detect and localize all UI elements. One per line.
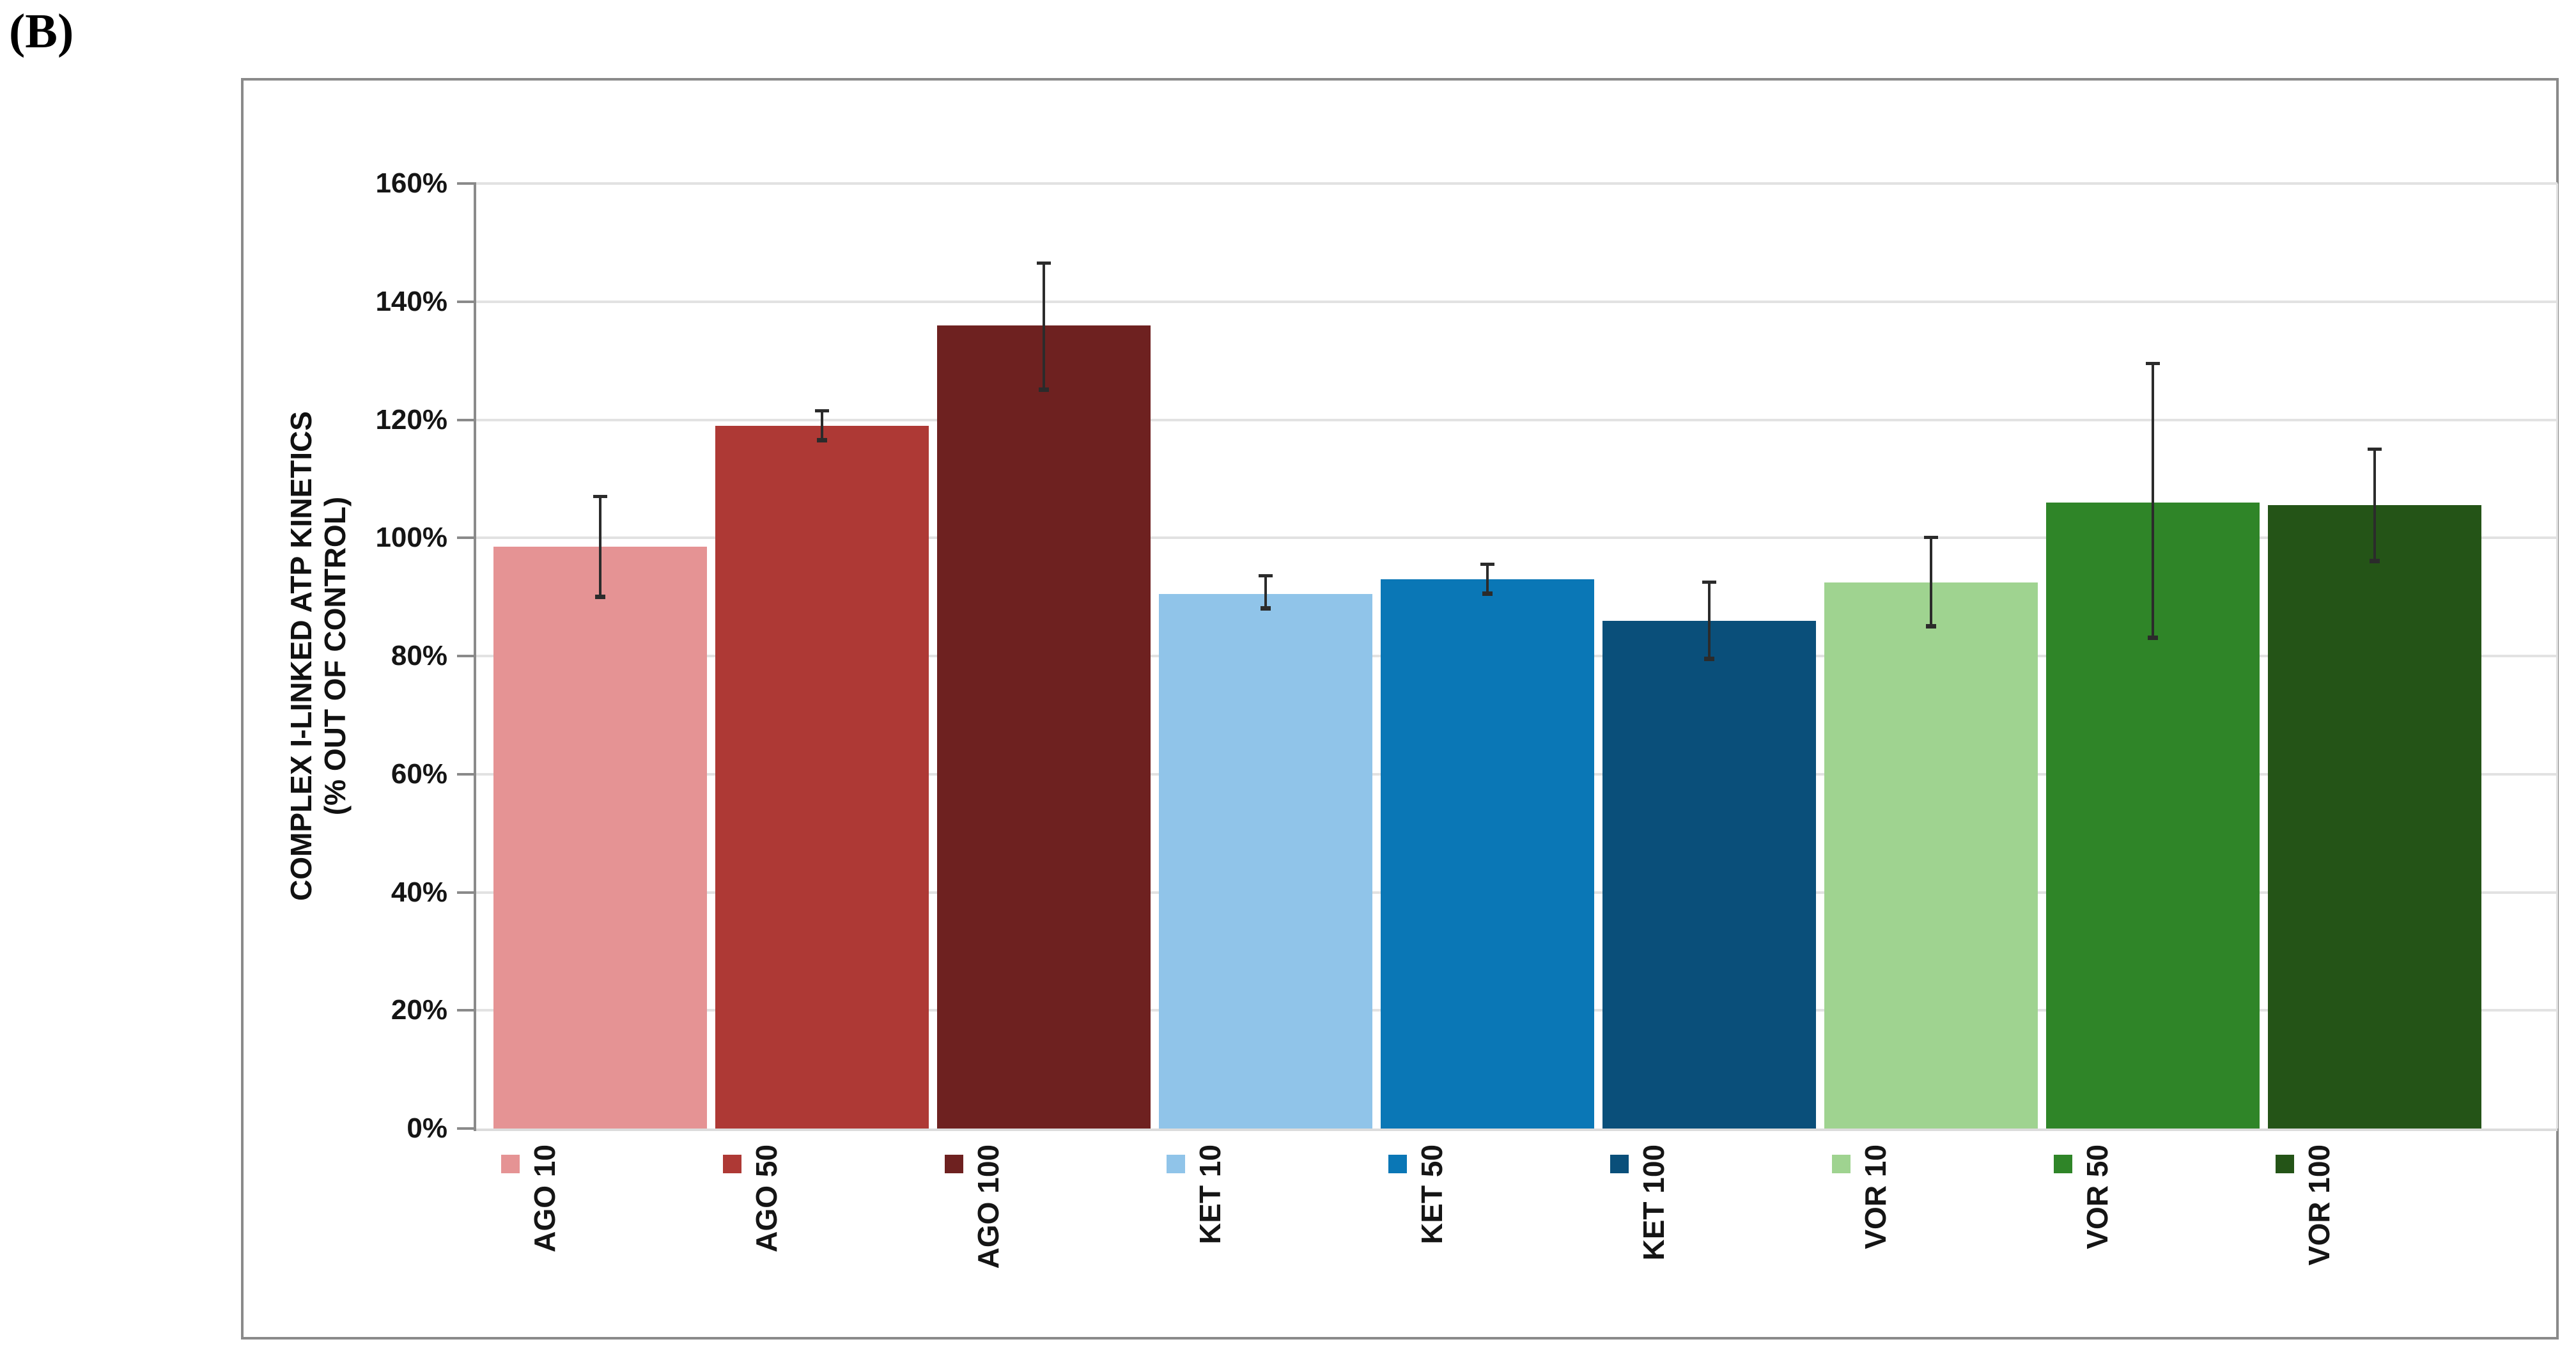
bar-ket-50 — [1381, 579, 1594, 1129]
y-axis-title: COMPLEX I-LINKED ATP KINETICS (% OUT OF … — [284, 184, 361, 1129]
error-cap-top-vor-100 — [2368, 447, 2382, 451]
x-label-ago-100: AGO 100 — [972, 1144, 1005, 1269]
error-bar-ket-10 — [1264, 576, 1267, 609]
error-cap-bottom-ago-50 — [817, 437, 827, 442]
y-tick-label-20: 20% — [391, 994, 447, 1026]
x-label-vor-10: VOR 10 — [1859, 1144, 1892, 1249]
y-tick-120 — [457, 418, 476, 421]
y-tick-label-160: 160% — [375, 168, 447, 199]
y-tick-label-100: 100% — [375, 522, 447, 554]
x-label-ago-50: AGO 50 — [750, 1144, 783, 1253]
error-bar-ket-50 — [1486, 564, 1489, 594]
error-cap-bottom-ket-10 — [1261, 606, 1271, 611]
legend-key-ket-100 — [1610, 1155, 1629, 1173]
error-cap-top-vor-50 — [2146, 361, 2160, 365]
x-axis-line — [476, 1129, 2557, 1131]
error-bar-ago-100 — [1043, 263, 1045, 391]
gridline-160 — [476, 182, 2557, 185]
y-tick-80 — [457, 655, 476, 657]
y-tick-60 — [457, 772, 476, 776]
error-cap-top-ket-10 — [1259, 574, 1273, 578]
error-cap-bottom-vor-100 — [2370, 559, 2380, 564]
error-cap-top-ago-100 — [1037, 261, 1051, 265]
y-tick-label-140: 140% — [375, 285, 447, 317]
plot-right-border — [2556, 184, 2558, 1129]
legend-key-ago-10 — [501, 1155, 520, 1173]
y-tick-160 — [457, 182, 476, 185]
error-cap-bottom-vor-10 — [1926, 623, 1936, 629]
error-cap-bottom-ket-100 — [1704, 656, 1714, 661]
y-tick-0 — [457, 1127, 476, 1130]
x-label-ket-10: KET 10 — [1193, 1144, 1227, 1244]
error-cap-bottom-ket-50 — [1482, 591, 1493, 596]
x-label-vor-50: VOR 50 — [2081, 1144, 2114, 1249]
bar-ago-50 — [715, 425, 929, 1129]
x-label-ket-100: KET 100 — [1637, 1144, 1670, 1261]
y-tick-40 — [457, 891, 476, 894]
figure-panel-label: (B) — [9, 4, 74, 58]
error-bar-vor-50 — [2152, 363, 2154, 639]
y-tick-label-0: 0% — [407, 1113, 447, 1144]
error-cap-bottom-vor-50 — [2148, 636, 2158, 641]
error-cap-top-vor-10 — [1924, 536, 1938, 540]
gridline-140 — [476, 300, 2557, 303]
y-axis-title-line1: COMPLEX I-LINKED ATP KINETICS — [284, 411, 318, 901]
legend-key-ago-100 — [945, 1155, 963, 1173]
bar-ago-100 — [937, 325, 1151, 1129]
legend-key-ago-50 — [723, 1155, 741, 1173]
legend-key-vor-50 — [2054, 1155, 2072, 1173]
legend-key-vor-100 — [2276, 1155, 2294, 1173]
legend-key-vor-10 — [1832, 1155, 1851, 1173]
error-bar-vor-100 — [2373, 449, 2376, 562]
y-axis-title-line2: (% OUT OF CONTROL) — [318, 496, 352, 816]
legend-key-ket-50 — [1388, 1155, 1407, 1173]
x-label-vor-100: VOR 100 — [2302, 1144, 2336, 1266]
y-tick-20 — [457, 1009, 476, 1012]
y-tick-label-40: 40% — [391, 876, 447, 908]
y-tick-label-80: 80% — [391, 640, 447, 671]
gridline-120 — [476, 418, 2557, 421]
error-bar-ago-10 — [599, 496, 601, 597]
bar-vor-100 — [2268, 505, 2481, 1129]
error-bar-ket-100 — [1708, 582, 1711, 659]
error-bar-ago-50 — [821, 410, 823, 441]
error-cap-bottom-ago-100 — [1039, 387, 1049, 393]
y-tick-140 — [457, 300, 476, 303]
error-cap-top-ket-100 — [1702, 580, 1716, 584]
x-label-ket-50: KET 50 — [1415, 1144, 1448, 1244]
bar-ket-10 — [1159, 594, 1372, 1129]
legend-key-ket-10 — [1167, 1155, 1185, 1173]
bar-vor-10 — [1824, 582, 2038, 1129]
error-bar-vor-10 — [1930, 538, 1932, 627]
gridline-100 — [476, 536, 2557, 540]
bar-ago-10 — [493, 547, 707, 1129]
y-tick-100 — [457, 536, 476, 540]
error-cap-bottom-ago-10 — [595, 594, 605, 599]
y-axis-line — [474, 184, 476, 1131]
y-tick-label-60: 60% — [391, 758, 447, 790]
bar-ket-100 — [1602, 620, 1816, 1129]
y-tick-label-120: 120% — [375, 403, 447, 435]
error-cap-top-ago-50 — [815, 409, 829, 412]
x-label-ago-10: AGO 10 — [528, 1144, 561, 1253]
error-cap-top-ago-10 — [593, 494, 607, 498]
error-cap-top-ket-50 — [1480, 562, 1494, 566]
